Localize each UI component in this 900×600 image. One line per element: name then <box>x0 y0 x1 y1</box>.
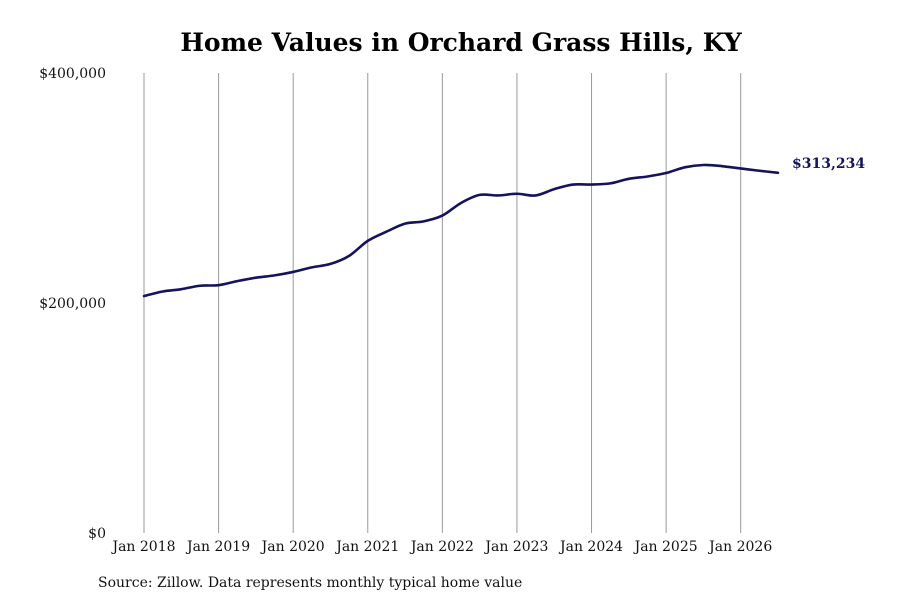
x-tick-label: Jan 2022 <box>409 539 474 555</box>
gridlines <box>143 73 742 533</box>
x-tick-label: Jan 2023 <box>483 539 548 555</box>
x-tick-label: Jan 2026 <box>707 539 772 555</box>
y-axis-ticks: $0 $200,000 $400,000 <box>39 66 106 542</box>
x-tick-label: Jan 2018 <box>110 539 175 555</box>
latest-value-label: $313,234 <box>792 156 865 172</box>
y-tick-label: $400,000 <box>39 66 106 82</box>
x-tick-label: Jan 2021 <box>334 539 399 555</box>
x-tick-label: Jan 2025 <box>633 539 698 555</box>
y-tick-label: $0 <box>88 526 106 542</box>
chart-title: Home Values in Orchard Grass Hills, KY <box>180 28 743 57</box>
home-value-line <box>142 163 780 298</box>
source-note: Source: Zillow. Data represents monthly … <box>98 575 522 591</box>
y-tick-label: $200,000 <box>39 296 106 312</box>
x-tick-label: Jan 2024 <box>558 539 623 555</box>
x-axis-ticks: Jan 2018 Jan 2019 Jan 2020 Jan 2021 Jan 2022… <box>110 539 772 555</box>
x-tick-label: Jan 2020 <box>260 539 325 555</box>
x-tick-label: Jan 2019 <box>185 539 250 555</box>
